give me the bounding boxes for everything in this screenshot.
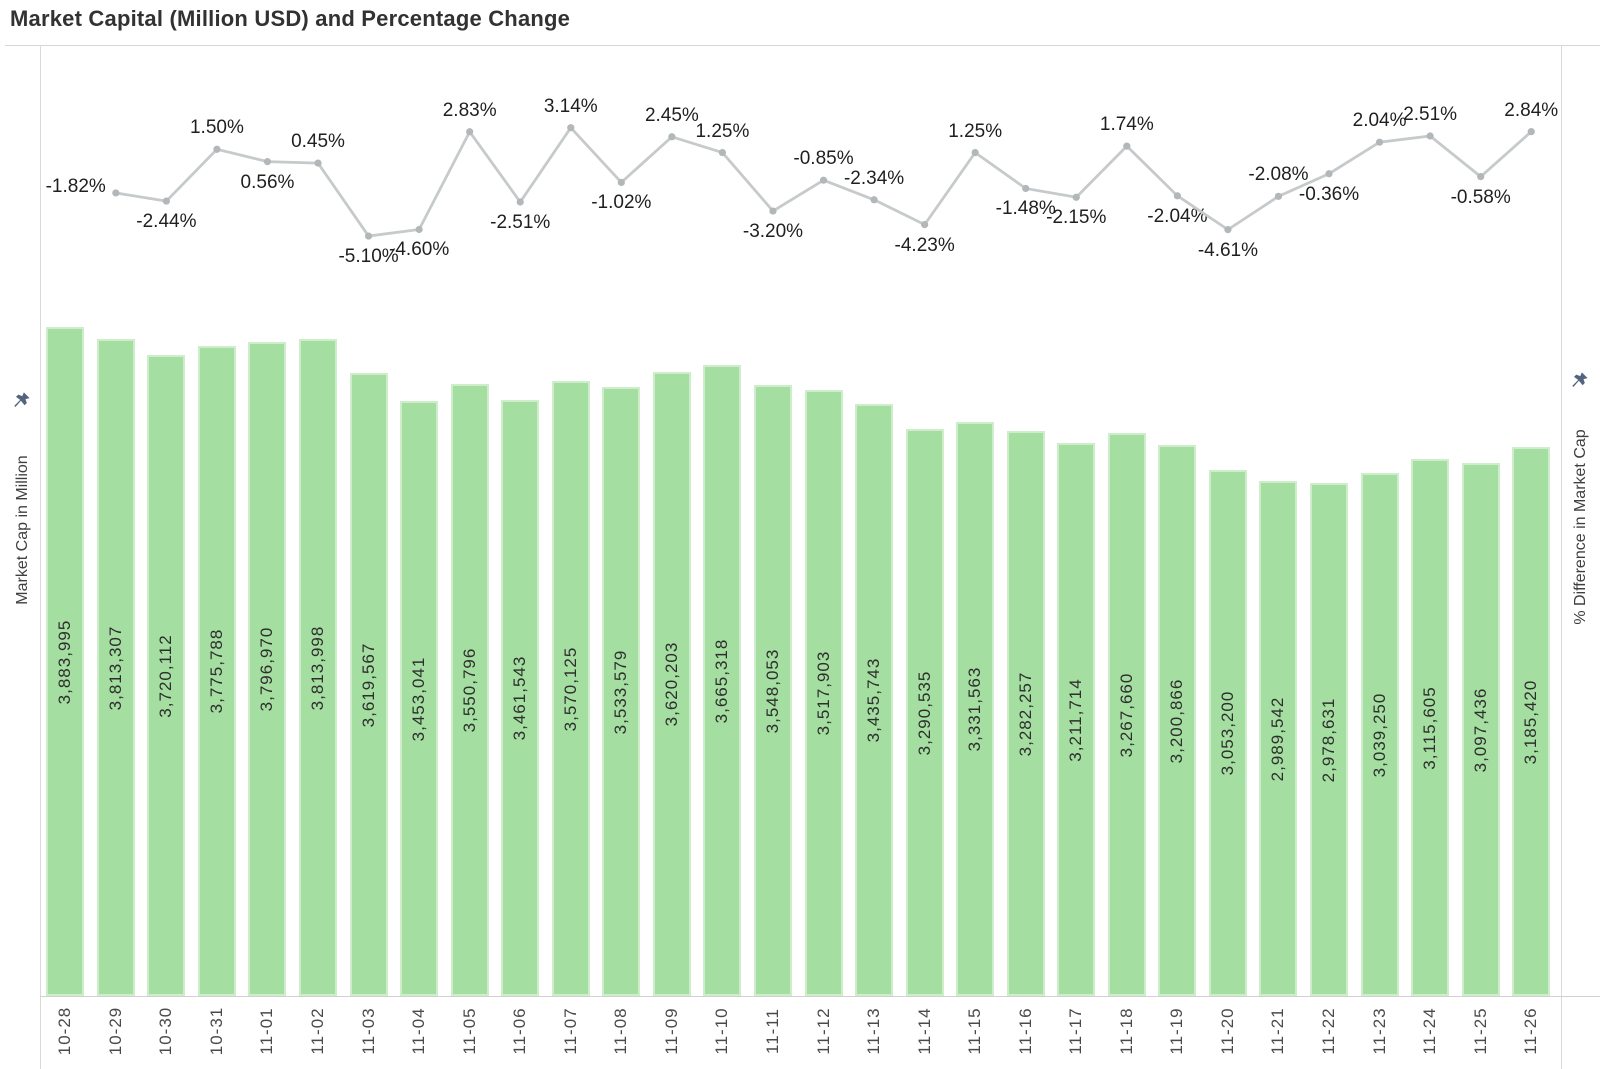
pushpin-icon <box>1572 372 1588 387</box>
line-marker[interactable] <box>112 189 120 197</box>
percentage-label: -2.08% <box>1248 164 1309 186</box>
market-cap-bar[interactable] <box>551 381 590 996</box>
market-cap-bar[interactable] <box>450 384 489 996</box>
percentage-label: -2.04% <box>1147 205 1208 227</box>
market-cap-bar[interactable] <box>1107 433 1146 996</box>
line-marker[interactable] <box>718 148 727 157</box>
line-marker[interactable] <box>668 133 676 141</box>
percentage-label: -1.48% <box>995 198 1056 220</box>
market-cap-bar[interactable] <box>1158 445 1197 996</box>
left-plot-border <box>40 45 41 1069</box>
percentage-label: -1.02% <box>591 192 652 214</box>
market-cap-bar[interactable] <box>956 422 995 996</box>
market-cap-bar[interactable] <box>1512 447 1551 996</box>
market-cap-bar[interactable] <box>1057 443 1096 996</box>
percentage-label: -1.82% <box>45 175 106 197</box>
line-marker[interactable] <box>466 128 474 136</box>
line-marker[interactable] <box>162 197 170 205</box>
market-cap-bar[interactable] <box>96 339 135 996</box>
percentage-label: -5.10% <box>338 246 399 268</box>
line-marker[interactable] <box>819 176 828 184</box>
line-marker[interactable] <box>567 124 575 132</box>
percentage-label: -0.36% <box>1298 183 1360 205</box>
percentage-label: 1.74% <box>1099 114 1154 136</box>
x-axis-line <box>40 996 1600 997</box>
line-marker[interactable] <box>1022 184 1030 193</box>
market-cap-bar[interactable] <box>46 327 85 996</box>
market-cap-bar[interactable] <box>855 404 894 996</box>
percentage-label: -2.44% <box>136 211 197 233</box>
percentage-label: -2.34% <box>843 167 905 189</box>
percentage-label: 2.51% <box>1403 103 1458 125</box>
percentage-label: -2.51% <box>490 212 551 233</box>
line-marker[interactable] <box>1325 170 1333 178</box>
pushpin-icon <box>14 392 30 407</box>
percentage-label: 2.84% <box>1504 99 1559 121</box>
line-marker[interactable] <box>921 221 929 229</box>
market-cap-bar[interactable] <box>602 387 641 996</box>
percentage-label: -0.85% <box>793 148 854 170</box>
line-marker[interactable] <box>971 148 979 157</box>
market-cap-bar[interactable] <box>1461 463 1500 996</box>
line-marker[interactable] <box>415 225 423 234</box>
percentage-label: -4.61% <box>1197 239 1259 261</box>
market-cap-bar[interactable] <box>804 390 843 996</box>
percentage-label: 1.25% <box>695 120 750 142</box>
market-cap-bar[interactable] <box>905 429 944 996</box>
line-marker[interactable] <box>1224 226 1232 234</box>
line-marker[interactable] <box>769 207 777 215</box>
market-cap-bar[interactable] <box>1006 431 1045 996</box>
title-divider <box>5 45 1600 46</box>
percentage-label: 1.50% <box>189 117 244 139</box>
percentage-label: -4.23% <box>894 234 955 256</box>
line-marker[interactable] <box>1123 142 1131 150</box>
line-marker[interactable] <box>1274 192 1283 200</box>
market-cap-bar[interactable] <box>147 355 186 996</box>
percentage-label: 3.14% <box>543 95 598 117</box>
percentage-label: 0.56% <box>240 171 295 193</box>
right-axis-pin-icon[interactable] <box>1570 371 1589 390</box>
market-cap-bar[interactable] <box>197 346 236 996</box>
market-cap-bar[interactable] <box>299 339 338 996</box>
percentage-label: -2.15% <box>1046 207 1107 229</box>
market-cap-bar[interactable] <box>349 373 388 996</box>
line-marker[interactable] <box>1527 128 1535 136</box>
line-marker[interactable] <box>1375 138 1384 146</box>
line-marker[interactable] <box>364 232 373 240</box>
percentage-label: -4.60% <box>389 239 450 261</box>
market-cap-bar[interactable] <box>501 400 540 996</box>
market-cap-bar[interactable] <box>1411 459 1450 996</box>
line-marker[interactable] <box>213 145 221 153</box>
market-cap-bar[interactable] <box>1208 470 1247 996</box>
line-marker[interactable] <box>516 198 524 206</box>
percentage-label: 2.45% <box>644 104 699 126</box>
market-cap-bar[interactable] <box>1310 483 1349 996</box>
line-marker[interactable] <box>1072 193 1080 201</box>
market-cap-bar[interactable] <box>1259 481 1298 996</box>
line-marker[interactable] <box>870 196 878 204</box>
percentage-label: 1.25% <box>948 120 1003 142</box>
percentage-label: -0.58% <box>1450 186 1511 208</box>
right-plot-border <box>1561 45 1562 1069</box>
percentage-label: 2.04% <box>1352 110 1407 132</box>
line-marker[interactable] <box>263 158 272 166</box>
market-cap-bar[interactable] <box>652 372 691 996</box>
market-cap-bar[interactable] <box>753 385 792 996</box>
line-marker[interactable] <box>1173 192 1181 200</box>
line-marker[interactable] <box>1477 173 1485 181</box>
line-marker[interactable] <box>314 159 322 167</box>
chart-title: Market Capital (Million USD) and Percent… <box>10 6 571 31</box>
market-cap-bar[interactable] <box>1360 473 1399 996</box>
left-axis-pin-icon[interactable] <box>12 391 31 410</box>
line-marker[interactable] <box>617 178 625 187</box>
market-cap-bar[interactable] <box>400 401 439 996</box>
percentage-label: 2.83% <box>442 99 497 121</box>
percentage-label: -3.20% <box>742 221 804 243</box>
line-marker[interactable] <box>1426 132 1434 140</box>
market-cap-bar[interactable] <box>248 342 287 996</box>
market-cap-bar[interactable] <box>703 365 742 996</box>
percentage-label: 0.45% <box>291 131 345 153</box>
